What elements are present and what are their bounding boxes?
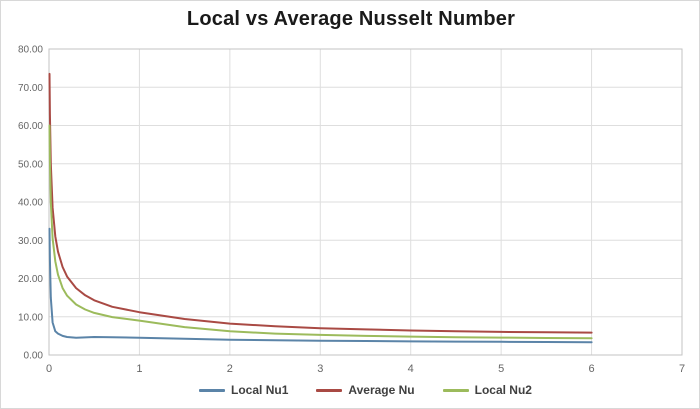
x-axis-tick-label: 4 <box>408 363 414 375</box>
y-axis-tick-label: 70.00 <box>18 83 43 94</box>
y-axis-tick-label: 50.00 <box>18 159 43 170</box>
series-line-local-nu2 <box>48 124 593 340</box>
x-axis-tick-label: 2 <box>227 363 233 375</box>
y-axis-tick-label: 10.00 <box>18 312 43 323</box>
average-nu-line-swatch <box>316 388 343 392</box>
local-nu1-line-swatch <box>199 388 226 392</box>
local-nu2-line-swatch <box>442 388 469 392</box>
x-axis-tick-label: 1 <box>136 363 142 375</box>
x-axis-tick-label: 6 <box>589 363 595 375</box>
plot-border <box>48 48 683 356</box>
y-axis-tick-label: 40.00 <box>18 198 43 209</box>
legend-label: Local Nu1 <box>231 383 289 397</box>
legend-label: Average Nu <box>348 383 415 397</box>
series-line-local-nu1 <box>48 227 593 344</box>
y-axis-tick-label: 60.00 <box>18 121 43 132</box>
legend-label: Local Nu2 <box>474 383 532 397</box>
legend-item-local-nu1: Local Nu1 <box>199 383 288 397</box>
chart-legend: Local Nu1 Average Nu Local Nu2 <box>49 383 682 397</box>
x-axis-tick-label: 3 <box>317 363 323 375</box>
series-line-average-nu <box>48 72 593 334</box>
legend-item-local-nu2: Local Nu2 <box>442 383 532 397</box>
y-axis-tick-label: 0.00 <box>24 351 44 362</box>
x-axis-tick-label: 5 <box>498 363 504 375</box>
x-axis-tick-label: 7 <box>679 363 685 375</box>
y-axis-tick-label: 80.00 <box>18 45 43 56</box>
chart-title: Local vs Average Nusselt Number <box>186 8 516 30</box>
x-axis-tick-label: 0 <box>46 363 52 375</box>
y-axis-tick-label: 30.00 <box>18 236 43 247</box>
legend-item-average-nu: Average Nu <box>316 383 415 397</box>
y-axis-tick-label: 20.00 <box>18 274 43 285</box>
